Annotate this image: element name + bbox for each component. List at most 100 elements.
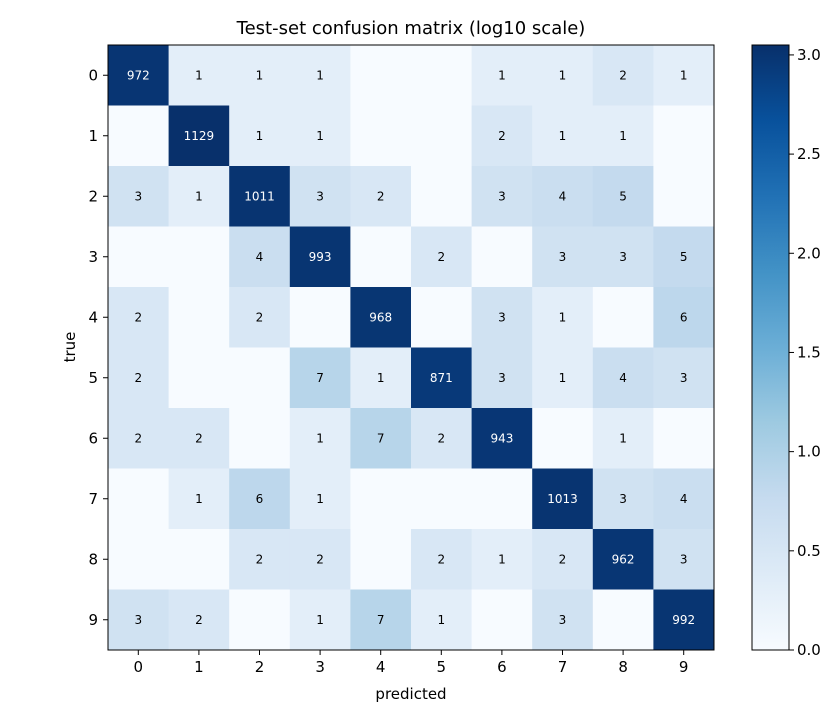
heatmap-cell — [471, 529, 533, 590]
cell-value-label: 972 — [127, 68, 150, 82]
cell-value-label: 1 — [559, 371, 567, 385]
cell-value-label: 1 — [256, 68, 264, 82]
heatmap-cell — [229, 347, 291, 409]
heatmap-cell — [592, 45, 654, 106]
cell-value-label: 5 — [619, 189, 627, 203]
heatmap-cell — [108, 287, 170, 348]
heatmap-cell — [532, 45, 594, 106]
heatmap-cell — [653, 45, 715, 106]
heatmap-cell — [653, 347, 715, 409]
heatmap-cell — [289, 226, 351, 288]
heatmap-cell — [471, 589, 533, 651]
cell-value-label: 7 — [377, 431, 385, 445]
heatmap-cell — [108, 589, 170, 651]
heatmap-cell — [411, 347, 473, 409]
heatmap-cell — [653, 589, 715, 651]
cell-value-label: 1 — [619, 129, 627, 143]
cell-value-label: 4 — [680, 492, 688, 506]
x-tick-label: 5 — [437, 658, 447, 676]
y-tick-label: 7 — [88, 490, 98, 508]
colorbar-gradient — [751, 44, 790, 651]
heatmap-cell — [532, 347, 594, 409]
heatmap-cell — [653, 408, 715, 469]
heatmap-cell — [592, 226, 654, 288]
cell-value-label: 2 — [619, 68, 627, 82]
heatmap-cell — [108, 226, 170, 288]
y-tick-label: 9 — [88, 611, 98, 629]
heatmap-cell — [108, 408, 170, 469]
cell-value-label: 2 — [256, 552, 264, 566]
heatmap-cell — [229, 287, 291, 348]
colorbar-tick-label: 1.5 — [797, 343, 821, 361]
heatmap-cell — [108, 529, 170, 590]
heatmap-cell — [108, 45, 170, 106]
cell-value-label: 3 — [134, 613, 142, 627]
cell-value-label: 2 — [498, 129, 506, 143]
cell-value-label: 2 — [134, 310, 142, 324]
heatmap-cell — [471, 347, 533, 409]
x-tick-label: 7 — [558, 658, 568, 676]
heatmap-cell — [168, 589, 230, 651]
cell-value-label: 1 — [498, 552, 506, 566]
heatmap-cell — [350, 347, 412, 409]
cell-value-label: 1 — [559, 68, 567, 82]
heatmap-cell — [653, 468, 715, 530]
cell-value-label: 2 — [134, 431, 142, 445]
heatmap-cell — [350, 226, 412, 288]
heatmap-cell — [532, 287, 594, 348]
cell-value-label: 1 — [316, 492, 324, 506]
heatmap-cell — [532, 529, 594, 590]
cell-value-label: 3 — [680, 552, 688, 566]
heatmap-cell — [653, 529, 715, 590]
chart-title: Test-set confusion matrix (log10 scale) — [236, 18, 586, 39]
heatmap-cell — [168, 226, 230, 288]
cell-value-label: 2 — [437, 431, 445, 445]
heatmap-cell — [289, 105, 351, 167]
heatmap-cell — [411, 589, 473, 651]
cell-value-label: 1 — [619, 431, 627, 445]
heatmap-cell — [532, 408, 594, 469]
cell-value-label: 6 — [680, 310, 688, 324]
heatmap-cell — [350, 105, 412, 167]
heatmap-cell — [108, 166, 170, 227]
cell-value-label: 7 — [316, 371, 324, 385]
heatmap-cell — [653, 287, 715, 348]
x-tick-label: 0 — [134, 658, 144, 676]
heatmap-cell — [592, 589, 654, 651]
cell-value-label: 2 — [377, 189, 385, 203]
x-tick-label: 3 — [315, 658, 325, 676]
colorbar-tick-label: 1.0 — [797, 443, 821, 461]
cell-value-label: 3 — [498, 189, 506, 203]
plot-frame — [107, 44, 715, 651]
heatmap-cell — [411, 105, 473, 167]
heatmap-cell — [108, 105, 170, 167]
heatmap-cell — [592, 408, 654, 469]
cell-value-label: 3 — [498, 310, 506, 324]
cell-value-label: 943 — [490, 431, 513, 445]
cell-value-label: 962 — [612, 552, 635, 566]
x-tick-label: 9 — [679, 658, 689, 676]
cell-value-label: 3 — [498, 371, 506, 385]
x-tick-label: 2 — [255, 658, 265, 676]
heatmap-cell — [168, 468, 230, 530]
cell-value-label: 2 — [559, 552, 567, 566]
heatmap-cell — [532, 589, 594, 651]
heatmap-cell — [168, 347, 230, 409]
cell-value-label: 1 — [195, 189, 203, 203]
heatmap-cell — [471, 226, 533, 288]
cell-value-label: 3 — [559, 250, 567, 264]
heatmap-cell — [289, 347, 351, 409]
cell-value-label: 1011 — [244, 189, 275, 203]
x-tick-label: 6 — [497, 658, 507, 676]
cell-value-label: 7 — [377, 613, 385, 627]
heatmap-cell — [168, 529, 230, 590]
y-tick-label: 8 — [88, 550, 98, 568]
colorbar-ticks: 0.0 0.5 1.0 1.5 2.0 2.5 3.0 — [789, 46, 821, 659]
cell-value-label: 1 — [316, 129, 324, 143]
cell-value-label: 5 — [680, 250, 688, 264]
cell-value-label: 3 — [619, 492, 627, 506]
heatmap-cell — [471, 287, 533, 348]
cell-value-label: 993 — [309, 250, 332, 264]
heatmap-cell — [471, 105, 533, 167]
heatmap-cell — [350, 287, 412, 348]
